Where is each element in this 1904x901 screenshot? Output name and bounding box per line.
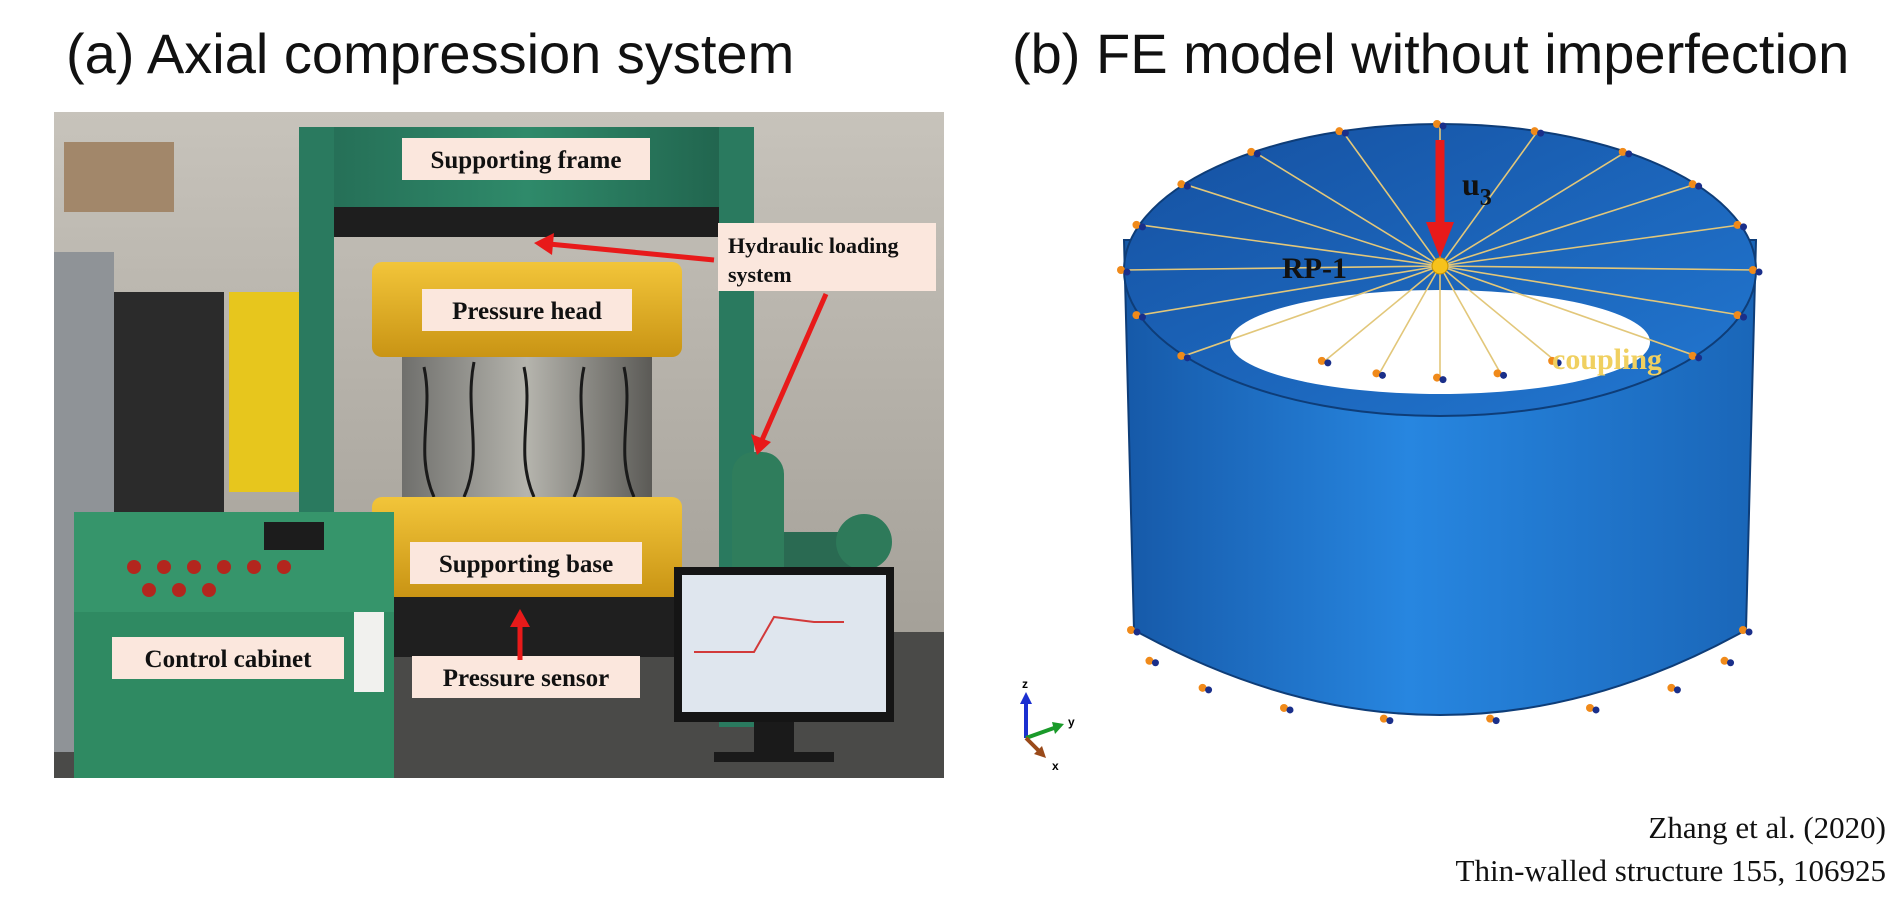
boundary-node	[1688, 180, 1703, 190]
boundary-node	[1618, 147, 1633, 158]
rp-label: RP-1	[1282, 252, 1347, 285]
svg-text:Supporting base: Supporting base	[439, 551, 613, 578]
citation-journal: Thin-walled structure 155, 106925	[1455, 853, 1886, 888]
svg-text:y: y	[1068, 715, 1075, 729]
boundary-node	[1379, 714, 1394, 725]
boundary-node	[1733, 311, 1748, 321]
boundary-node	[1117, 266, 1131, 276]
coupling-line	[1184, 265, 1441, 357]
boundary-node	[1733, 220, 1748, 231]
coupling-label: coupling	[1552, 343, 1662, 376]
boundary-node	[1548, 356, 1562, 367]
red-arrows	[510, 233, 829, 660]
boundary-node	[1372, 369, 1386, 379]
svg-text:Supporting frame: Supporting frame	[431, 147, 622, 174]
svg-text:Hydraulic loading: Hydraulic loading	[728, 233, 899, 258]
label-supporting-frame: Supporting frame	[402, 138, 650, 180]
coupling-line	[1439, 224, 1741, 267]
label-control-cabinet: Control cabinet	[112, 637, 344, 679]
boundary-node	[1720, 656, 1735, 667]
boundary-node	[1688, 351, 1703, 362]
boundary-node	[1198, 683, 1213, 694]
hydraulic-tank	[732, 452, 784, 602]
boundary-node	[1433, 120, 1447, 130]
reference-point	[1431, 257, 1449, 275]
boundary-node	[1317, 356, 1332, 367]
citation-authors: Zhang et al. (2020)	[1648, 810, 1886, 845]
coupling-line	[1253, 151, 1441, 267]
coordinate-triad: z y x	[1020, 677, 1075, 773]
load-label: u3	[1462, 166, 1492, 211]
coupling-line	[1439, 130, 1539, 267]
svg-text:system: system	[728, 262, 792, 287]
coupling-line	[1439, 265, 1556, 362]
boundary-node	[1667, 683, 1681, 694]
coupling-line	[1439, 265, 1741, 316]
svg-text:Pressure head: Pressure head	[452, 298, 602, 325]
boundary-node	[1433, 373, 1447, 384]
boundary-node	[1247, 147, 1261, 158]
boundary-node	[1132, 220, 1146, 231]
coupling-line	[1139, 265, 1441, 316]
coupling-line	[1439, 151, 1627, 267]
boundary-node	[1280, 703, 1294, 714]
boundary-node	[1739, 626, 1753, 636]
boundary-node	[1530, 127, 1545, 137]
panel-a-title: (a) Axial compression system	[66, 22, 795, 85]
load-arrowhead	[1426, 222, 1454, 258]
boundary-node	[1486, 714, 1500, 725]
coupling-line	[1184, 183, 1441, 267]
coupling-line	[1439, 265, 1502, 374]
svg-text:Control cabinet: Control cabinet	[145, 646, 313, 673]
boundary-node	[1493, 369, 1508, 379]
panel-b-title: (b) FE model without imperfection	[1012, 22, 1850, 85]
svg-text:x: x	[1052, 759, 1059, 773]
coupling-line	[1439, 265, 1757, 271]
boundary-node	[1177, 351, 1191, 362]
label-pressure-head: Pressure head	[422, 289, 632, 331]
coupling-line	[1439, 265, 1696, 357]
coupling-line	[1139, 224, 1441, 267]
boundary-node	[1586, 703, 1600, 714]
coupling-line	[1378, 265, 1441, 374]
svg-text:Pressure sensor: Pressure sensor	[443, 665, 609, 692]
fe-model-diagram: RP-1 u3 coupling z y x	[1020, 120, 1763, 773]
coupling-line	[1123, 265, 1441, 271]
label-supporting-base: Supporting base	[410, 542, 642, 584]
boundary-node	[1177, 180, 1191, 190]
boundary-node	[1335, 127, 1349, 137]
coupling-line	[1439, 183, 1696, 267]
svg-text:z: z	[1022, 677, 1028, 691]
label-hydraulic-loading-system: Hydraulic loading system	[718, 223, 936, 291]
boundary-node	[1127, 626, 1141, 636]
coupling-nodes	[1117, 120, 1763, 725]
coupling-line	[1341, 130, 1441, 267]
label-pressure-sensor: Pressure sensor	[412, 656, 640, 698]
axial-compression-photo: Supporting frame Hydraulic loading syste…	[54, 112, 944, 778]
boundary-node	[1749, 266, 1763, 276]
boundary-node	[1132, 311, 1146, 321]
boundary-node	[1145, 656, 1159, 667]
coupling-line	[1324, 265, 1441, 362]
